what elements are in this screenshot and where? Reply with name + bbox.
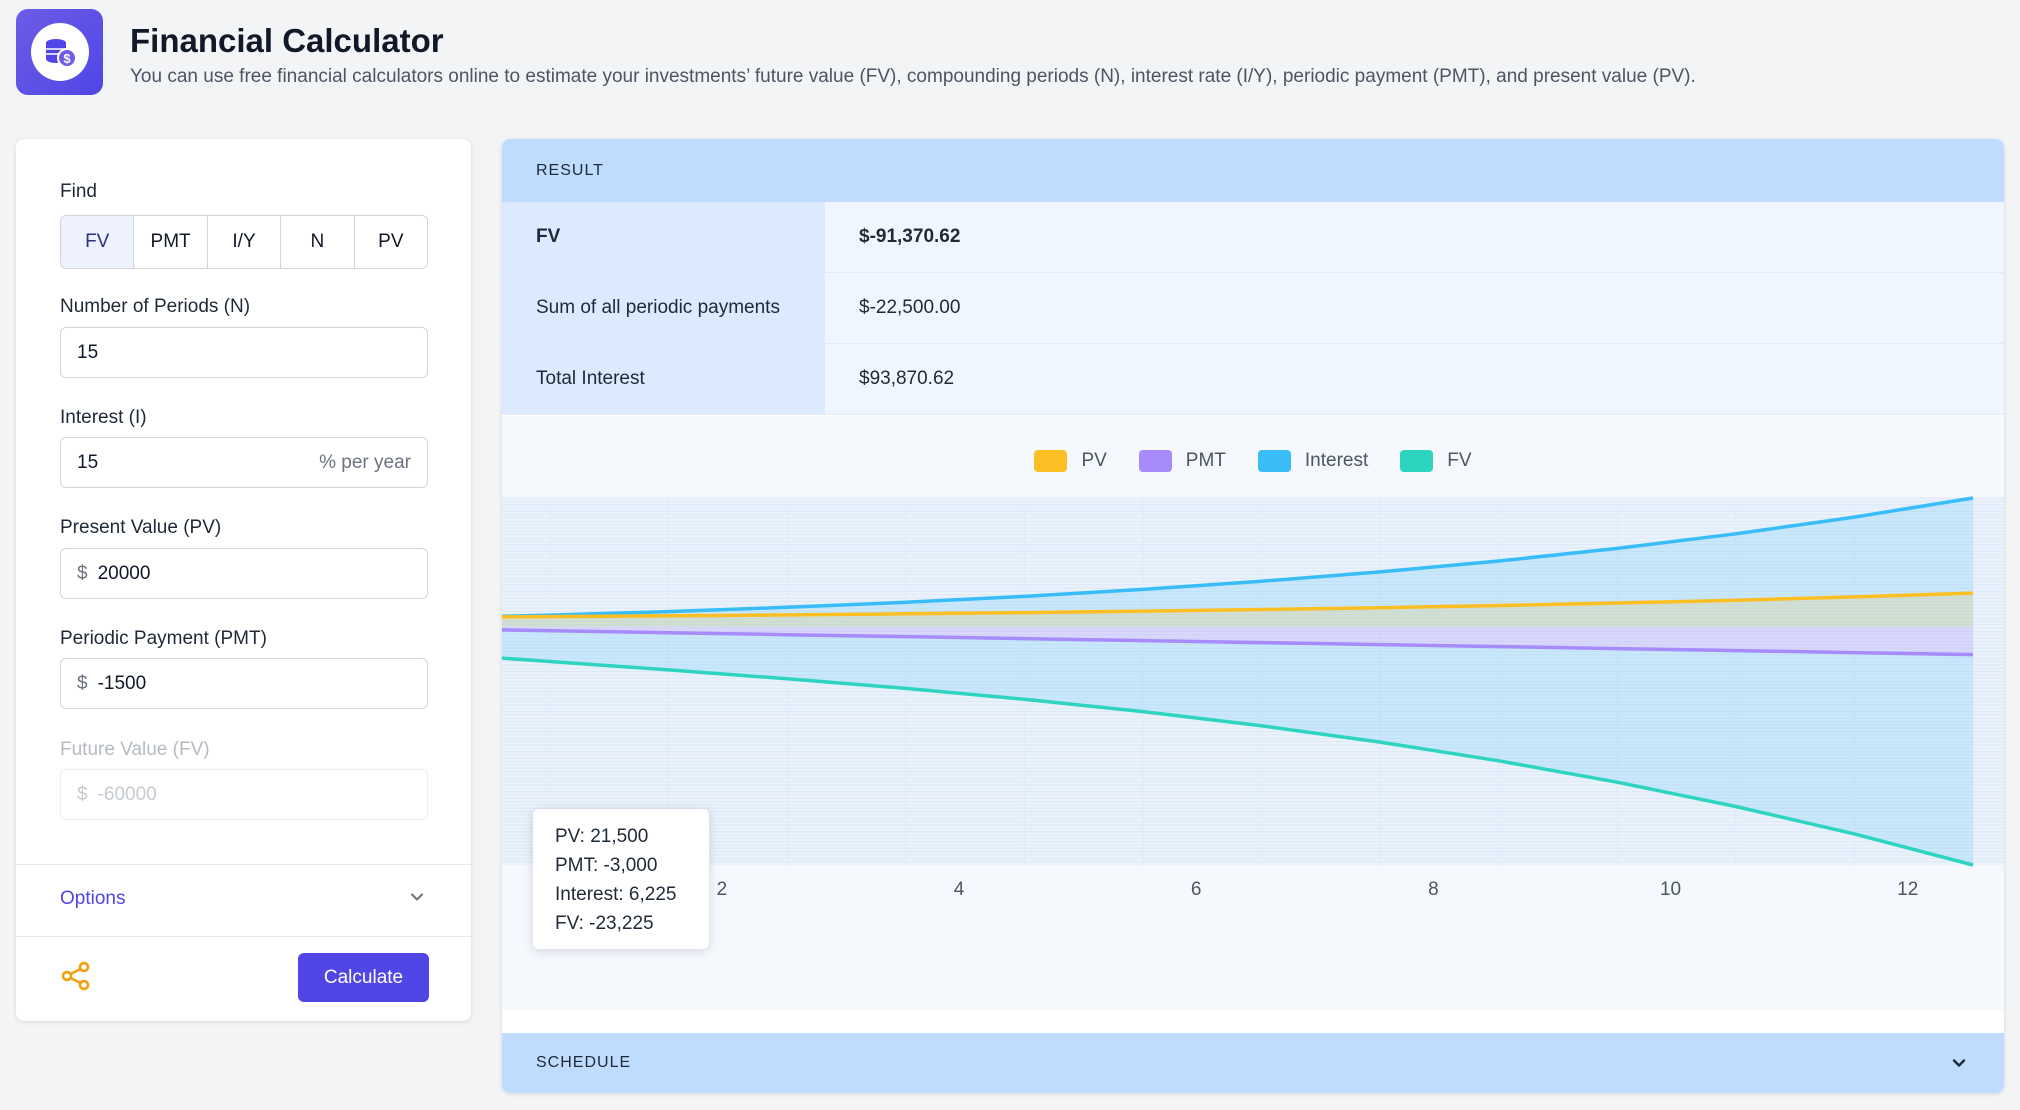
tooltip-pmt: PMT: -3,000: [555, 855, 658, 876]
find-option-iy[interactable]: I/Y: [207, 216, 282, 268]
divider: [16, 864, 471, 865]
series-line-pmt: [502, 628, 1974, 657]
series-line-fv: [502, 656, 1974, 867]
chart-canvas[interactable]: 024681012: [502, 416, 2004, 1010]
periods-value: 15: [77, 341, 99, 363]
future-value-input: $ -60000: [60, 769, 428, 820]
page-subtitle: You can use free financial calculators o…: [130, 66, 1696, 87]
chart-tooltip: PV: 21,500 PMT: -3,000 Interest: 6,225 F…: [533, 809, 709, 949]
result-header: RESULT: [502, 139, 2004, 202]
legend-label: PMT: [1185, 450, 1226, 471]
present-value-value: 20000: [97, 562, 151, 584]
legend-item-fv[interactable]: FV: [1400, 450, 1472, 472]
tooltip-interest: Interest: 6,225: [555, 884, 677, 905]
growth-chart[interactable]: 024681012 PV PMT Interest FV PV: 21,500 …: [502, 416, 2004, 1010]
legend-item-pmt[interactable]: PMT: [1138, 450, 1226, 472]
periods-label: Number of Periods (N): [60, 296, 251, 317]
present-value-label: Present Value (PV): [60, 517, 222, 538]
chart-legend: PV PMT Interest FV: [502, 450, 2004, 472]
result-value: $93,870.62: [825, 344, 2004, 414]
x-tick-label: 8: [1428, 879, 1439, 900]
interest-unit: % per year: [319, 451, 411, 473]
legend-swatch: [1400, 450, 1434, 472]
result-row-interest: Total Interest $93,870.62: [502, 344, 2004, 415]
currency-prefix: $: [77, 672, 88, 694]
svg-text:$: $: [63, 51, 71, 66]
result-card: RESULT FV $-91,370.62 Sum of all periodi…: [502, 139, 2004, 1093]
x-tick-label: 2: [717, 879, 728, 900]
app-logo: $: [16, 9, 103, 95]
chevron-down-icon[interactable]: [407, 887, 427, 907]
share-icon[interactable]: [61, 961, 91, 991]
legend-swatch: [1034, 450, 1068, 472]
series-line-interest: [502, 496, 1974, 619]
x-tick-label: 6: [1191, 879, 1202, 900]
interest-value: 15: [77, 451, 99, 473]
calculator-form-card: Find FV PMT I/Y N PV Number of Periods (…: [16, 139, 471, 1021]
schedule-header: SCHEDULE: [536, 1054, 632, 1071]
chevron-down-icon[interactable]: [1950, 1054, 1968, 1072]
legend-label: Interest: [1304, 450, 1369, 471]
legend-swatch: [1138, 450, 1172, 472]
currency-prefix: $: [77, 783, 88, 805]
periods-input[interactable]: 15: [60, 327, 428, 378]
tooltip-fv: FV: -23,225: [555, 913, 654, 934]
payment-label: Periodic Payment (PMT): [60, 628, 267, 649]
tooltip-pv: PV: 21,500: [555, 826, 649, 847]
interest-label: Interest (I): [60, 407, 147, 428]
result-value: $-91,370.62: [825, 202, 2004, 272]
find-option-fv[interactable]: FV: [61, 216, 135, 268]
legend-label: FV: [1447, 450, 1472, 471]
series-area-interest: [502, 498, 1973, 627]
result-value: $-22,500.00: [825, 273, 2004, 343]
legend-swatch: [1257, 450, 1291, 472]
legend-item-interest[interactable]: Interest: [1257, 450, 1369, 472]
interest-input[interactable]: 15 % per year: [60, 437, 428, 488]
future-value-value: -60000: [97, 783, 157, 805]
payment-input[interactable]: $ -1500: [60, 658, 428, 709]
legend-item-pv[interactable]: PV: [1034, 450, 1107, 472]
currency-prefix: $: [77, 562, 88, 584]
result-label: Total Interest: [502, 344, 825, 414]
x-tick-label: 10: [1660, 879, 1681, 900]
result-row-payments: Sum of all periodic payments $-22,500.00: [502, 273, 2004, 344]
series-line-pv: [502, 591, 1974, 619]
legend-label: PV: [1081, 450, 1107, 471]
payment-value: -1500: [97, 672, 147, 694]
page-title: Financial Calculator: [130, 22, 444, 59]
result-label: FV: [502, 202, 825, 272]
present-value-input[interactable]: $ 20000: [60, 548, 428, 599]
future-value-label: Future Value (FV): [60, 739, 210, 760]
find-option-n[interactable]: N: [281, 216, 355, 268]
series-area-fv: [502, 629, 1973, 865]
schedule-toggle[interactable]: SCHEDULE: [502, 1033, 2004, 1093]
divider: [16, 936, 471, 937]
result-label: Sum of all periodic payments: [502, 273, 825, 343]
result-row-fv: FV $-91,370.62: [502, 202, 2004, 273]
x-tick-label: 4: [954, 879, 965, 900]
x-tick-label: 12: [1897, 879, 1918, 900]
find-label: Find: [60, 181, 97, 202]
options-toggle[interactable]: Options: [60, 888, 126, 909]
coins-icon: $: [45, 39, 77, 68]
calculate-button[interactable]: Calculate: [298, 953, 429, 1002]
find-option-pv[interactable]: PV: [354, 216, 427, 268]
find-option-pmt[interactable]: PMT: [134, 216, 208, 268]
find-segmented-control: FV PMT I/Y N PV: [60, 215, 428, 269]
